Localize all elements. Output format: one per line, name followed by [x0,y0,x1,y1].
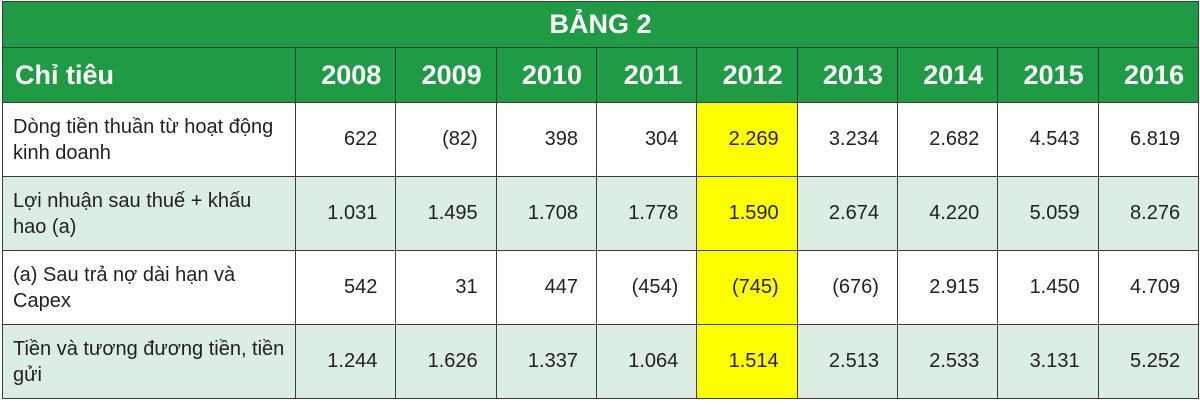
value-cell: 8.276 [1097,176,1200,251]
value-cell: 542 [294,250,397,325]
row-label: Tiền và tương đương tiền, tiền gửi [2,324,296,399]
value-cell: 2.269 [696,102,798,177]
value-cell: 4.543 [997,102,1099,177]
table-title: BẢNG 2 [1,1,1200,48]
value-cell: (745) [696,250,798,325]
value-cell: (454) [595,250,698,325]
value-cell: 1.064 [595,324,698,399]
row-label: Dòng tiền thuần từ hoạt động kinh doanh [2,102,296,177]
value-cell: 3.234 [796,102,898,177]
row-label: (a) Sau trả nợ dài hạn và Capex [2,250,296,325]
value-cell: 1.590 [696,176,798,251]
value-cell: 2.674 [796,176,898,251]
value-cell: 6.819 [1097,102,1200,177]
table-row: Dòng tiền thuần từ hoạt động kinh doanh 6… [2,102,1200,177]
row-label: Lợi nhuận sau thuế + khấu hao (a) [2,176,296,251]
value-cell: 1.337 [495,324,597,399]
data-table: BẢNG 2 Chỉ tiêu 2008 2009 2010 2011 2012 2013 2… [1,1,1200,399]
value-cell: (676) [796,250,898,325]
value-cell: 622 [294,102,397,177]
header-cell: 2010 [495,47,597,103]
value-cell: 1.450 [997,250,1099,325]
table-body: Dòng tiền thuần từ hoạt động kinh doanh 6… [2,102,1200,399]
value-cell: 398 [495,102,597,177]
value-cell: 5.059 [997,176,1099,251]
header-cell: 2009 [395,47,497,103]
table-row: Lợi nhuận sau thuế + khấu hao (a) 1.031 1.… [2,176,1200,251]
value-cell: 304 [595,102,698,177]
table-row: (a) Sau trả nợ dài hạn và Capex 542 31 447(… [2,250,1200,325]
value-cell: 1.031 [294,176,397,251]
header-cell: 2016 [1097,47,1200,103]
value-cell: 447 [495,250,597,325]
value-cell: 1.626 [395,324,497,399]
header-cell: 2013 [796,47,898,103]
header-cell: 2012 [696,47,798,103]
value-cell: 2.682 [896,102,999,177]
header-cell: Chỉ tiêu [2,47,296,103]
value-cell: 1.708 [495,176,597,251]
value-cell: 4.220 [896,176,999,251]
value-cell: 2.915 [896,250,999,325]
value-cell: 31 [395,250,497,325]
header-cell: 2011 [595,47,698,103]
value-cell: 1.514 [696,324,798,399]
value-cell: (82) [395,102,497,177]
value-cell: 2.533 [896,324,999,399]
value-cell: 2.513 [796,324,898,399]
header-row: Chỉ tiêu 2008 2009 2010 2011 2012 2013 2014 2015… [2,47,1200,103]
header-cell: 2014 [896,47,999,103]
header-cell: 2015 [997,47,1099,103]
value-cell: 1.495 [395,176,497,251]
value-cell: 3.131 [997,324,1099,399]
header-cell: 2008 [294,47,397,103]
table-row: Tiền và tương đương tiền, tiền gửi 1.244 1… [2,324,1200,399]
value-cell: 1.778 [595,176,698,251]
value-cell: 1.244 [294,324,397,399]
value-cell: 4.709 [1097,250,1200,325]
value-cell: 5.252 [1097,324,1200,399]
